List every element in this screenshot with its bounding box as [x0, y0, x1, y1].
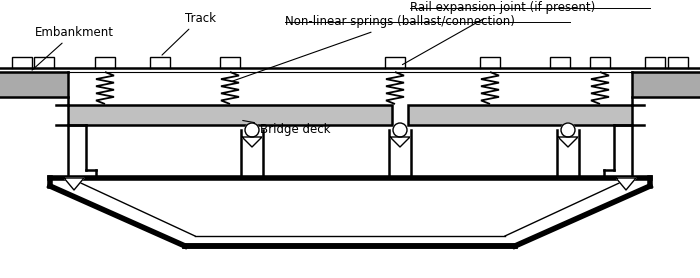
- Circle shape: [561, 123, 575, 137]
- Polygon shape: [242, 137, 262, 147]
- Text: Track: Track: [162, 11, 216, 55]
- Text: Embankment: Embankment: [32, 26, 114, 70]
- Polygon shape: [64, 178, 84, 190]
- Bar: [0, 72, 68, 97]
- Bar: [632, 72, 700, 97]
- Text: Non-linear springs (ballast/connection): Non-linear springs (ballast/connection): [232, 16, 515, 81]
- Polygon shape: [558, 137, 578, 147]
- Polygon shape: [616, 178, 636, 190]
- Bar: [408, 105, 632, 125]
- Circle shape: [393, 123, 407, 137]
- Text: Bridge deck: Bridge deck: [243, 120, 330, 136]
- Text: Rail expansion joint (if present): Rail expansion joint (if present): [402, 1, 595, 64]
- Polygon shape: [390, 137, 410, 147]
- Circle shape: [245, 123, 259, 137]
- Bar: [68, 105, 392, 125]
